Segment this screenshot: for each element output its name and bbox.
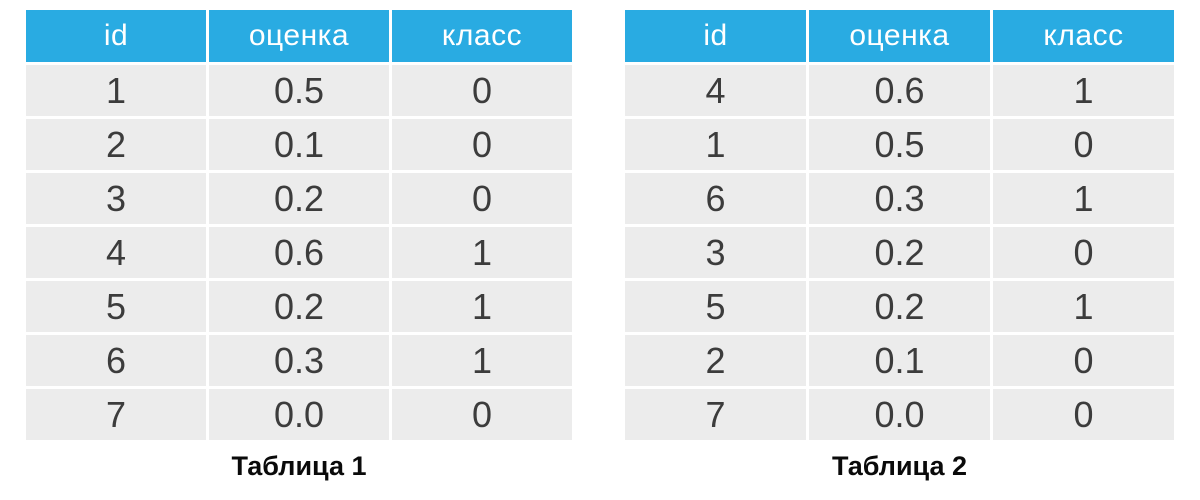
table-1-header-row: id оценка класс [26, 10, 572, 62]
table-2-body: 4 0.6 1 1 0.5 0 6 0.3 1 3 0.2 0 5 0.2 1 2 0.1 0 7 0.0 0 [625, 65, 1174, 440]
column-header: id [625, 10, 806, 62]
table-row: 3 0.2 0 [625, 227, 1174, 278]
table-cell: 0 [392, 173, 572, 224]
table-cell: 0 [392, 389, 572, 440]
table-cell: 3 [625, 227, 806, 278]
table-cell: 0.0 [809, 389, 990, 440]
table-cell: 0 [392, 119, 572, 170]
table-cell: 0 [993, 335, 1174, 386]
table-cell: 1 [392, 281, 572, 332]
table-row: 7 0.0 0 [26, 389, 572, 440]
table-cell: 0.3 [209, 335, 389, 386]
table-row: 7 0.0 0 [625, 389, 1174, 440]
table-cell: 0.2 [809, 227, 990, 278]
table-row: 2 0.1 0 [625, 335, 1174, 386]
table-row: 1 0.5 0 [26, 65, 572, 116]
table-cell: 0.2 [209, 173, 389, 224]
table-cell: 2 [26, 119, 206, 170]
table-cell: 0.5 [809, 119, 990, 170]
table-cell: 1 [392, 335, 572, 386]
table-cell: 1 [993, 281, 1174, 332]
table-cell: 0.5 [209, 65, 389, 116]
table-cell: 0 [993, 119, 1174, 170]
column-header: класс [993, 10, 1174, 62]
table-cell: 0.3 [809, 173, 990, 224]
table-row: 4 0.6 1 [26, 227, 572, 278]
table-2-header-row: id оценка класс [625, 10, 1174, 62]
table-row: 3 0.2 0 [26, 173, 572, 224]
column-header: оценка [209, 10, 389, 62]
table-row: 2 0.1 0 [26, 119, 572, 170]
table-cell: 0.0 [209, 389, 389, 440]
table-row: 6 0.3 1 [26, 335, 572, 386]
table-cell: 1 [26, 65, 206, 116]
table-cell: 3 [26, 173, 206, 224]
table-cell: 0 [993, 389, 1174, 440]
table-cell: 4 [26, 227, 206, 278]
table-1-caption: Таблица 1 [231, 451, 367, 481]
table-cell: 1 [993, 173, 1174, 224]
table-1-body: 1 0.5 0 2 0.1 0 3 0.2 0 4 0.6 1 5 0.2 1 6 0.3 1 7 0.0 0 [26, 65, 572, 440]
table-cell: 6 [26, 335, 206, 386]
column-header: id [26, 10, 206, 62]
table-cell: 0 [993, 227, 1174, 278]
table-cell: 0.2 [209, 281, 389, 332]
table-row: 1 0.5 0 [625, 119, 1174, 170]
table-cell: 5 [625, 281, 806, 332]
table-cell: 7 [26, 389, 206, 440]
table-row: 5 0.2 1 [26, 281, 572, 332]
table-cell: 1 [993, 65, 1174, 116]
table-cell: 7 [625, 389, 806, 440]
table-cell: 1 [625, 119, 806, 170]
table-cell: 0.1 [809, 335, 990, 386]
table-cell: 0.1 [209, 119, 389, 170]
table-cell: 0.6 [809, 65, 990, 116]
table-cell: 1 [392, 227, 572, 278]
data-table-2: id оценка класс 4 0.6 1 1 0.5 0 6 0.3 1 3 0.2 0 5 0.2 1 2… [625, 10, 1174, 482]
column-header: класс [392, 10, 572, 62]
table-cell: 0.6 [209, 227, 389, 278]
column-header: оценка [809, 10, 990, 62]
data-table-1: id оценка класс 1 0.5 0 2 0.1 0 3 0.2 0 4 0.6 1 5 0.2 1 6… [26, 10, 572, 482]
table-cell: 2 [625, 335, 806, 386]
table-row: 4 0.6 1 [625, 65, 1174, 116]
table-row: 6 0.3 1 [625, 173, 1174, 224]
table-cell: 5 [26, 281, 206, 332]
table-cell: 0.2 [809, 281, 990, 332]
table-cell: 6 [625, 173, 806, 224]
table-row: 5 0.2 1 [625, 281, 1174, 332]
table-2-caption: Таблица 2 [831, 451, 968, 481]
table-cell: 0 [392, 65, 572, 116]
table-cell: 4 [625, 65, 806, 116]
